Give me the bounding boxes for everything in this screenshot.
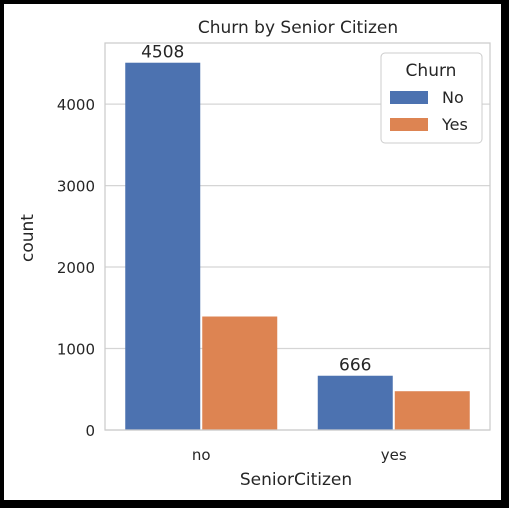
y-tick-label: 3000 [57, 178, 95, 196]
y-tick-labels: 0 1000 2000 3000 4000 [57, 96, 95, 440]
y-tick-label: 4000 [57, 96, 95, 114]
bar [202, 316, 278, 430]
bar [125, 62, 201, 430]
plot-border [104, 42, 491, 431]
legend-swatch [390, 91, 428, 104]
legend-entry-label: Yes [441, 115, 468, 134]
legend-title: Churn [406, 61, 457, 81]
bar [317, 375, 393, 430]
x-tick-label: yes [381, 446, 407, 464]
bar-value-label: 666 [339, 356, 371, 376]
y-tick-label: 2000 [57, 259, 95, 277]
legend: Churn No Yes [380, 52, 483, 144]
x-tick-label: no [192, 446, 211, 464]
bar [394, 391, 470, 430]
bar-labels: 4508 666 [141, 43, 371, 376]
y-tick-label: 0 [85, 422, 95, 440]
legend-swatch [390, 118, 428, 131]
legend-entry-label: No [442, 88, 464, 107]
x-axis-label: SeniorCitizen [240, 470, 352, 490]
y-axis-label: count [18, 214, 38, 262]
bar-value-label: 4508 [141, 43, 184, 63]
bars [125, 62, 470, 430]
y-tick-label: 1000 [57, 341, 95, 359]
chart-title: Churn by Senior Citizen [198, 18, 398, 38]
x-tick-labels: no yes [192, 446, 407, 464]
